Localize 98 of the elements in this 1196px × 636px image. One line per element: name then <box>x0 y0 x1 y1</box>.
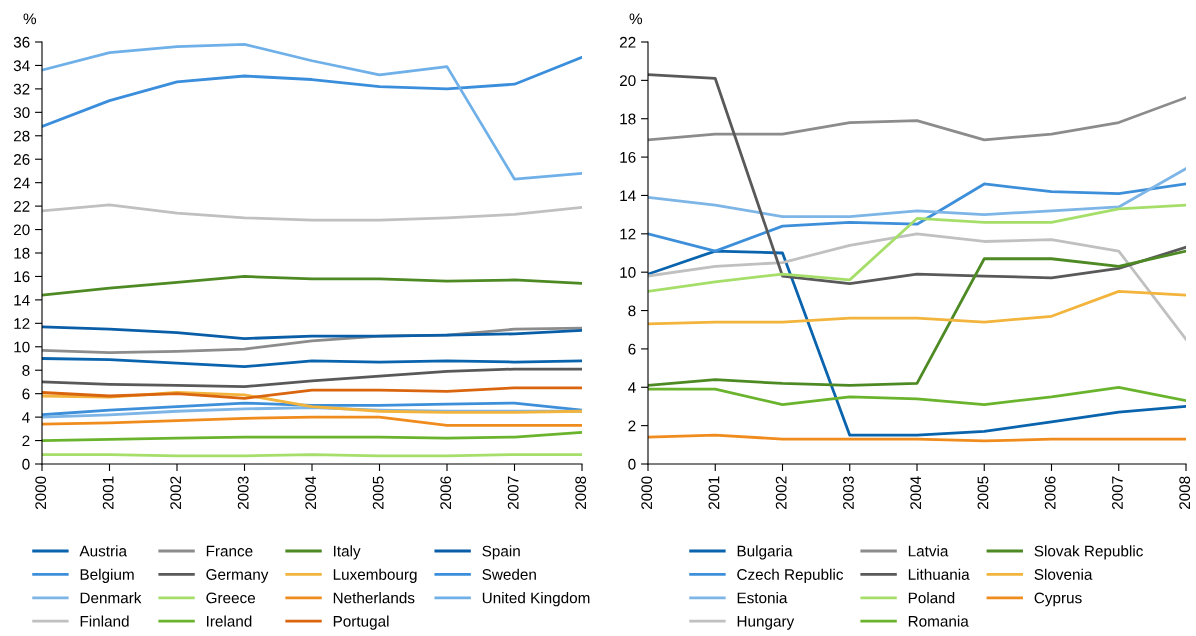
line-series <box>42 275 582 297</box>
legend-label: France <box>206 545 253 557</box>
y-tick-label: 18 <box>14 247 30 259</box>
y-tick-label: 28 <box>13 130 30 142</box>
line-series <box>648 385 1186 406</box>
legend-label: Slovak Republic <box>1034 545 1143 560</box>
legend-label: Czech Republic <box>737 568 844 583</box>
line-series <box>42 357 582 369</box>
line-series <box>648 232 1186 341</box>
legend-label: Denmark <box>80 592 142 604</box>
y-tick-label: 6 <box>22 388 30 400</box>
y-tick-label: 2 <box>22 435 30 447</box>
x-tick-label: 2008 <box>575 476 587 510</box>
legend-label: Italy <box>334 545 361 560</box>
y-tick-label: 14 <box>620 190 636 201</box>
y-tick-label: 34 <box>13 60 30 72</box>
x-tick-label: 2004 <box>910 476 922 510</box>
x-tick-label: 2003 <box>237 476 249 510</box>
y-tick-label: 16 <box>620 151 636 163</box>
line-series <box>42 401 582 417</box>
line-series <box>648 203 1186 293</box>
y-tick-label: 12 <box>620 228 636 240</box>
legend-label: Poland <box>908 592 955 604</box>
legend-label: Ireland <box>207 615 252 627</box>
x-tick-label: 2007 <box>507 476 519 510</box>
line-series <box>42 430 582 442</box>
legend-label: Romania <box>908 615 969 627</box>
x-tick-label: 2002 <box>775 476 787 510</box>
x-tick-label: 2001 <box>708 476 720 510</box>
legend-label: Sweden <box>482 568 536 580</box>
legend-label: Germany <box>206 569 269 583</box>
y-tick-label: 18 <box>620 113 636 125</box>
y-tick-label: 20 <box>619 75 636 87</box>
legend-label: Lithuania <box>908 568 970 580</box>
line-series <box>42 55 582 128</box>
x-tick-label: 2001 <box>102 476 114 510</box>
line-series <box>648 289 1186 326</box>
y-tick-label: 32 <box>13 83 30 95</box>
legend-label: Portugal <box>333 615 389 630</box>
line-series <box>42 42 582 181</box>
line-series <box>648 249 1186 437</box>
legend-label: Netherlands <box>333 592 415 604</box>
y-tick-label: 8 <box>22 365 30 376</box>
y-tick-label: 2 <box>628 420 636 432</box>
y-axis-title: % <box>629 13 643 25</box>
y-tick-label: 22 <box>13 200 30 212</box>
line-series <box>42 386 582 400</box>
x-tick-label: 2006 <box>1044 476 1056 510</box>
y-tick-label: 4 <box>628 382 636 393</box>
y-tick-label: 4 <box>22 412 30 423</box>
line-series <box>648 96 1186 142</box>
legend-label: Slovenia <box>1034 568 1093 580</box>
y-tick-label: 24 <box>13 177 30 189</box>
legend-label: Hungary <box>737 616 795 630</box>
x-tick-label: 2004 <box>305 476 317 510</box>
y-tick-label: 20 <box>13 224 30 236</box>
y-tick-label: 12 <box>14 318 30 329</box>
legend-label: Luxembourg <box>333 568 417 583</box>
y-tick-label: 0 <box>22 458 30 470</box>
line-series <box>648 182 1186 253</box>
legend-label: United Kingdom <box>482 592 590 607</box>
line-series <box>42 203 582 222</box>
line-series <box>648 73 1186 286</box>
x-tick-label: 2008 <box>1179 476 1191 510</box>
y-tick-label: 0 <box>628 458 636 470</box>
legend-label: Belgium <box>80 568 134 583</box>
legend-label: Finland <box>80 615 129 627</box>
y-tick-label: 36 <box>13 36 30 48</box>
x-tick-label: 2005 <box>977 476 989 510</box>
y-tick-label: 16 <box>14 271 30 283</box>
y-tick-label: 14 <box>14 294 30 306</box>
line-series <box>42 367 582 389</box>
line-series <box>648 167 1186 218</box>
legend-label: Greece <box>206 592 256 604</box>
x-tick-label: 2002 <box>170 476 182 510</box>
y-axis-title: % <box>23 13 37 25</box>
y-tick-label: 6 <box>628 343 636 355</box>
legend-label: Latvia <box>908 545 949 557</box>
x-tick-label: 2003 <box>843 476 854 510</box>
legend-label: Spain <box>482 545 520 560</box>
legend-label: Bulgaria <box>737 545 793 560</box>
x-tick-label: 2007 <box>1112 476 1123 510</box>
y-tick-label: 26 <box>13 154 30 165</box>
legend-label: Austria <box>79 545 128 557</box>
y-tick-label: 22 <box>619 36 636 48</box>
x-tick-label: 2005 <box>372 476 384 510</box>
y-tick-label: 8 <box>628 305 636 317</box>
line-series <box>42 415 582 427</box>
y-tick-label: 10 <box>14 341 30 353</box>
x-tick-label: 2000 <box>641 476 653 510</box>
legend-label: Cyprus <box>1034 592 1082 607</box>
y-tick-label: 10 <box>620 267 636 278</box>
x-tick-label: 2000 <box>35 476 47 510</box>
legend-label: Estonia <box>737 592 788 604</box>
y-tick-label: 30 <box>13 107 30 119</box>
line-series <box>42 325 582 340</box>
line-series <box>648 249 1186 387</box>
x-tick-label: 2006 <box>440 476 452 510</box>
